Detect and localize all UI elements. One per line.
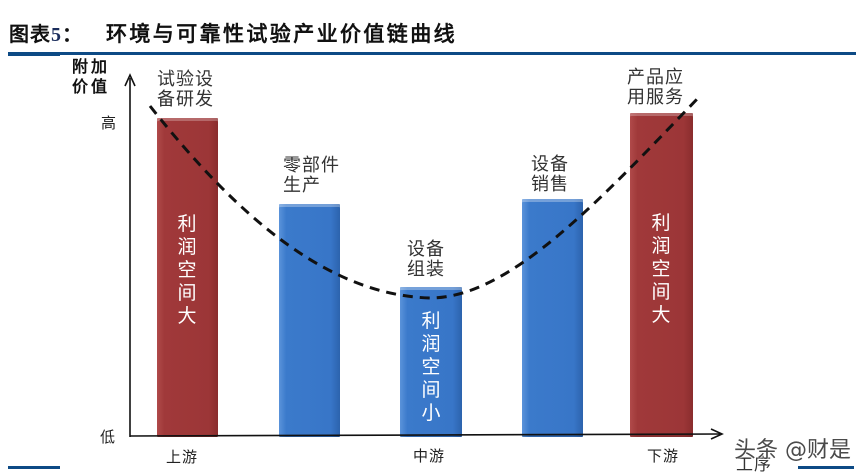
figure-label: 图表5：: [9, 18, 83, 47]
figure-label-suffix: ：: [62, 22, 83, 46]
bar-label-line-2: 生产: [283, 175, 321, 196]
x-axis-title: 工序: [736, 455, 772, 475]
bar-label-assembly: 设备 组装: [407, 240, 445, 280]
bar-label-line-1: 试验设: [157, 69, 214, 90]
bar-assembly: 利润空间小: [400, 287, 462, 437]
y-axis-title: 附加 价值: [72, 57, 110, 97]
bar-label-line-2: 用服务: [627, 87, 684, 108]
bar-application-service: 利润空间大: [630, 113, 693, 437]
footer-rule-right: [798, 466, 854, 469]
y-axis-arrow-icon: [124, 73, 136, 87]
header-rule-accent: [8, 52, 60, 56]
bar-label-rd: 试验设 备研发: [157, 70, 214, 110]
x-axis-arrow-icon: [710, 428, 724, 440]
footer-rule-left: [8, 466, 60, 469]
bar-label-component-production: 零部件 生产: [283, 156, 340, 196]
bar-label-application-service: 产品应 用服务: [627, 68, 684, 108]
bar-annotation: 利润空间小: [421, 310, 441, 424]
stage-label-midstream: 中游: [413, 447, 446, 465]
watermark: 头条 @财是: [734, 438, 851, 463]
y-axis-title-line-1: 附加: [72, 57, 111, 76]
stage-label-upstream: 上游: [166, 448, 199, 466]
bar-label-sales: 设备 销售: [531, 155, 569, 195]
bar-annotation: 利润空间大: [177, 213, 197, 327]
figure-label-number: 5: [51, 24, 62, 46]
figure-label-prefix: 图表: [9, 22, 51, 46]
y-axis-title-line-2: 价值: [72, 77, 111, 96]
bar-label-line-2: 销售: [531, 174, 569, 195]
bar-component-production: [279, 204, 340, 437]
stage-label-downstream: 下游: [647, 447, 680, 465]
bar-label-line-1: 零部件: [283, 155, 340, 176]
bar-annotation: 利润空间大: [651, 212, 671, 326]
bar-rd: 利润空间大: [157, 118, 218, 437]
bar-label-line-2: 备研发: [157, 89, 214, 110]
y-axis: [124, 73, 136, 437]
bar-label-line-1: 设备: [531, 154, 569, 175]
chart-title: 环境与可靠性试验产业价值链曲线: [106, 22, 457, 46]
y-tick-high: 高: [101, 114, 117, 132]
header-rule: [8, 52, 856, 55]
bar-label-line-1: 设备: [407, 239, 445, 260]
y-tick-low: 低: [100, 428, 116, 446]
bar-label-line-1: 产品应: [627, 67, 684, 88]
bar-sales: [522, 199, 583, 437]
bar-label-line-2: 组装: [407, 259, 445, 280]
